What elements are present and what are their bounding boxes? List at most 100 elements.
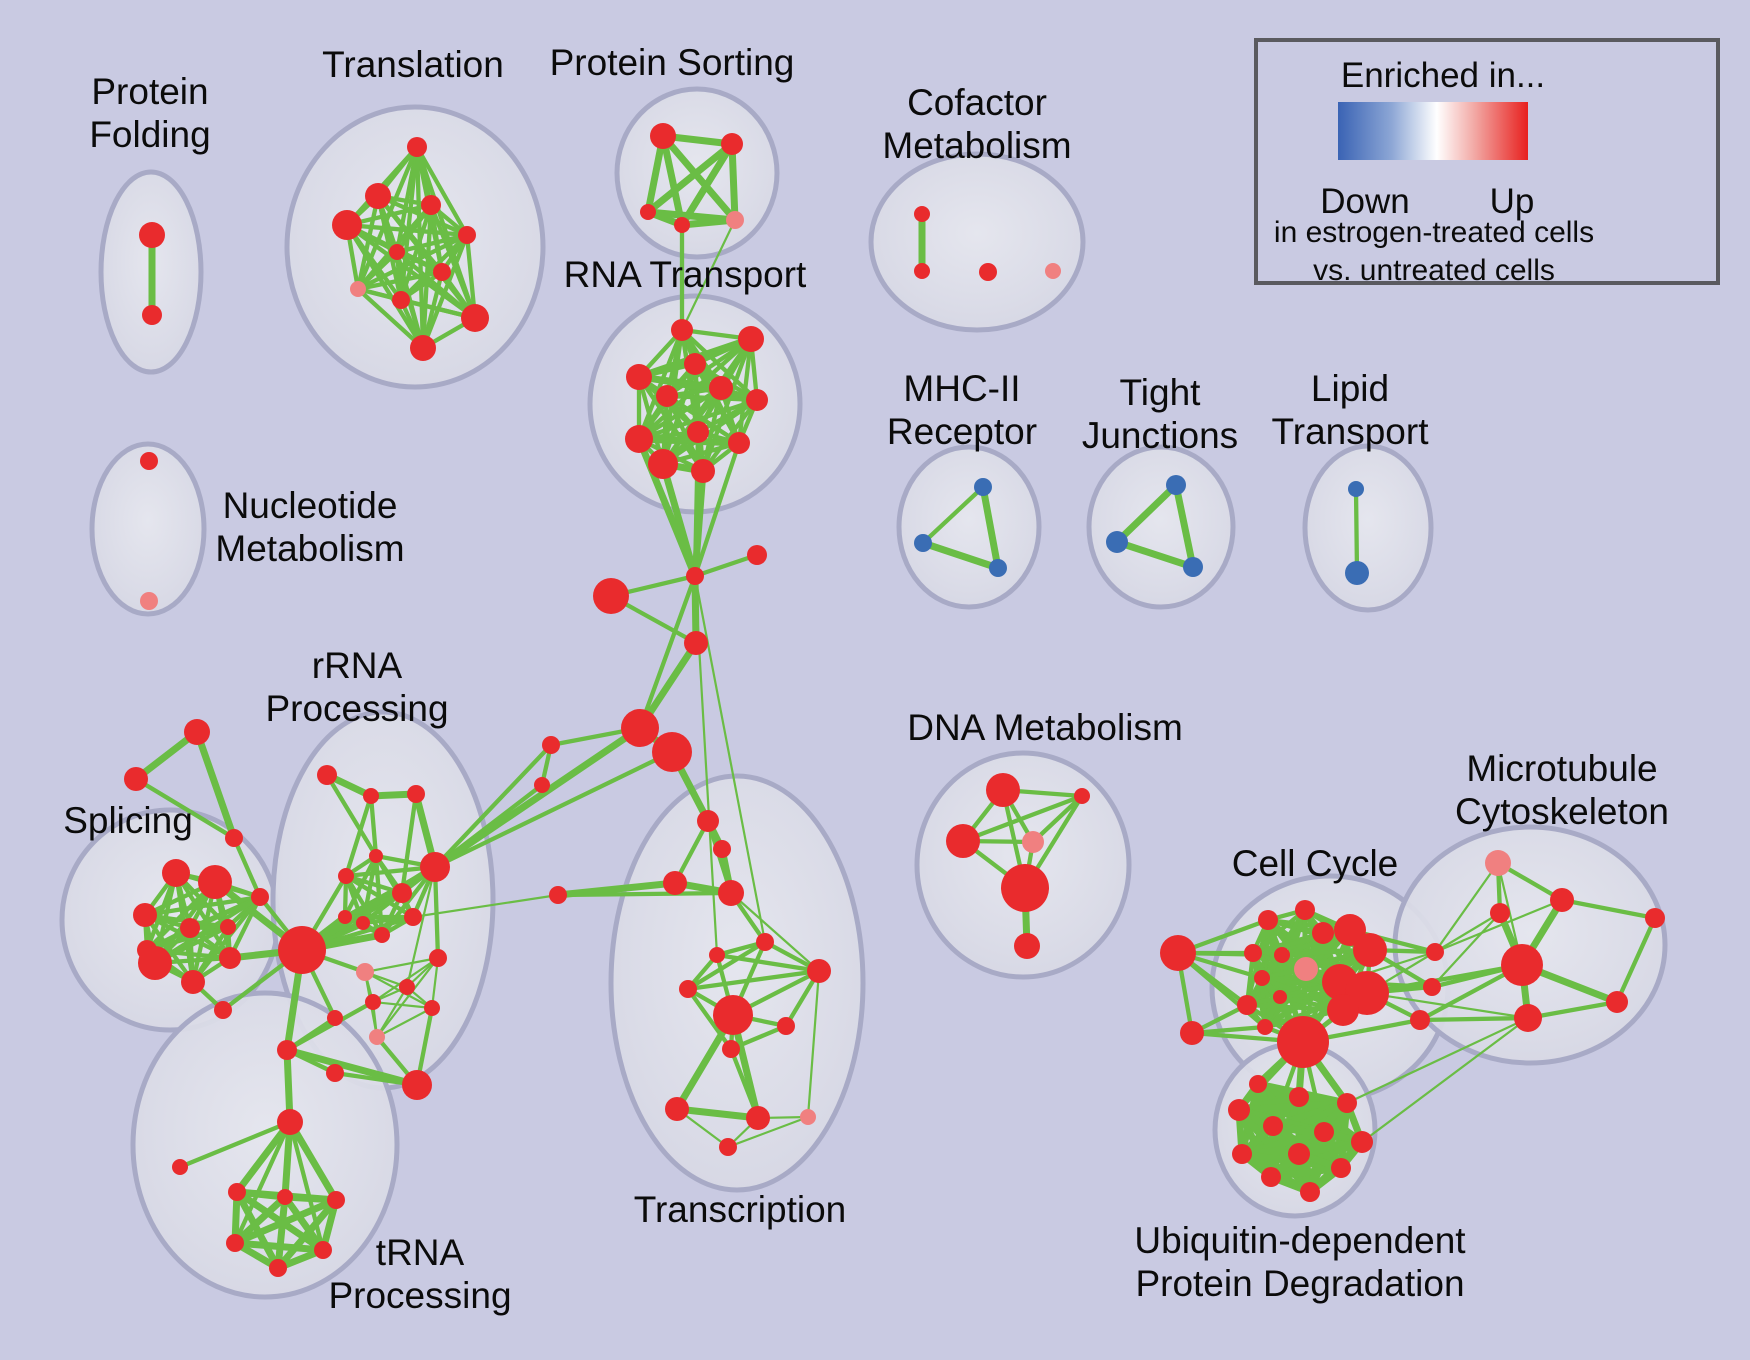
edge-sa4-jx	[284, 999, 376, 1053]
node-cc14	[1273, 990, 1287, 1004]
node-u6	[1314, 1122, 1334, 1142]
node-sa3	[399, 979, 415, 995]
node-sa4	[365, 994, 381, 1010]
node-x1	[756, 933, 774, 951]
cluster-label-lipid-transport: Transport	[1272, 411, 1430, 452]
node-x11	[719, 1138, 737, 1156]
node-x4	[679, 980, 697, 998]
edge-tj1-tj3	[1172, 481, 1197, 571]
node-j4	[684, 631, 708, 655]
node-cc1	[1160, 935, 1196, 971]
edge-sa1-sa7	[375, 956, 440, 1039]
node-sa7	[369, 1029, 385, 1045]
node-c4	[718, 880, 744, 906]
edge-cr1-mt1	[1433, 861, 1500, 954]
node-d3	[946, 824, 980, 858]
edge-x2-x3	[714, 952, 822, 974]
node-x6	[777, 1017, 795, 1035]
node-rh	[338, 910, 352, 924]
cluster-label-translation: Translation	[322, 44, 504, 85]
edge-lp1-lp2	[1353, 486, 1360, 576]
legend-down-label: Down	[1320, 182, 1410, 221]
edge-cr1-mt3	[1433, 911, 1502, 954]
edge-d2-d4	[1030, 793, 1085, 845]
edge-cc15-cc18	[1244, 1002, 1346, 1013]
node-u1	[1249, 1075, 1267, 1093]
edge-ps2-ps5	[728, 140, 739, 224]
node-ri	[356, 916, 370, 930]
node-lp2	[1345, 561, 1369, 585]
cluster-ellipse-nucleotide-metabolism	[89, 441, 207, 617]
edge-mt2-mt7	[1559, 897, 1658, 921]
edge-m_a-m_c	[979, 483, 1002, 572]
node-s2	[198, 865, 232, 899]
node-x10	[800, 1109, 816, 1125]
edge-u10-u11	[1267, 1164, 1345, 1181]
edge-tr2-tr6	[274, 1193, 289, 1272]
node-c1	[697, 810, 719, 832]
node-rd	[369, 849, 383, 863]
cluster-label-cofactor-metabolism: Cofactor	[907, 82, 1047, 123]
edge-r10-j1	[692, 440, 742, 579]
node-r5	[709, 376, 733, 400]
edge-sp_t1-sp_t3	[193, 728, 238, 842]
edge-rb-re	[343, 793, 374, 879]
legend-up-label: Up	[1489, 182, 1535, 221]
node-th	[277, 1109, 303, 1135]
node-u12	[1300, 1182, 1320, 1202]
edge-ra-rd	[324, 772, 379, 859]
edge-tr2-tr4	[231, 1193, 289, 1247]
edge-sa4-sa5	[371, 1000, 434, 1010]
edge-r7-r12	[700, 397, 760, 474]
node-u9	[1288, 1143, 1310, 1165]
cluster-label-nucleotide-metabolism: Metabolism	[215, 528, 404, 569]
node-cc17	[1277, 1016, 1329, 1068]
cluster-ellipse-tight-junctions	[1086, 444, 1236, 610]
node-cc5	[1312, 922, 1334, 944]
cluster-label-trna-processing: Processing	[328, 1275, 511, 1316]
node-t8	[350, 281, 366, 297]
node-tj1	[1166, 475, 1186, 495]
node-r4	[626, 364, 652, 390]
edge-h1-rf	[431, 724, 644, 871]
node-cf1	[914, 206, 930, 222]
edge-h2-rf	[432, 749, 675, 870]
node-tr3	[327, 1191, 345, 1209]
node-rg	[392, 883, 412, 903]
node-r6	[656, 385, 678, 407]
node-tr4	[226, 1234, 244, 1252]
node-pf1	[139, 222, 165, 248]
edge-r7-r11	[660, 397, 760, 467]
node-tr5	[314, 1241, 332, 1259]
edge-sa3-rf	[405, 865, 437, 989]
node-s9	[181, 970, 205, 994]
node-x9	[746, 1106, 770, 1130]
node-t1	[407, 137, 427, 157]
node-cc8	[1244, 944, 1262, 962]
node-layer	[124, 123, 1665, 1277]
cluster-label-rrna-processing: rRNA	[312, 645, 403, 686]
edge-d2-d3	[960, 793, 1085, 844]
edge-th-tr3	[286, 1118, 340, 1204]
edge-s3-s6	[142, 894, 263, 918]
node-lp1	[1348, 481, 1364, 497]
node-j5	[542, 736, 560, 754]
node-t9	[392, 291, 410, 309]
node-r8	[687, 421, 709, 443]
cluster-label-ubiquitin-degradation: Protein Degradation	[1135, 1263, 1464, 1304]
cluster-ellipse-cofactor-metabolism	[868, 151, 1086, 333]
node-rb	[363, 788, 379, 804]
cluster-ellipse-lipid-transport	[1302, 443, 1434, 613]
edge-x8-x9	[673, 1105, 762, 1122]
node-tr2	[277, 1189, 293, 1205]
node-ps4	[674, 217, 690, 233]
node-u4	[1228, 1099, 1250, 1121]
edge-t5-t6	[394, 232, 470, 255]
edge-cc13-mt4	[1364, 962, 1525, 996]
cluster-ellipse-mhc-ii-receptor	[896, 444, 1042, 610]
edge-x7-x9	[728, 1046, 761, 1121]
node-s10	[219, 947, 241, 969]
edge-m_b-m_c	[919, 539, 1002, 572]
node-cf2	[914, 263, 930, 279]
